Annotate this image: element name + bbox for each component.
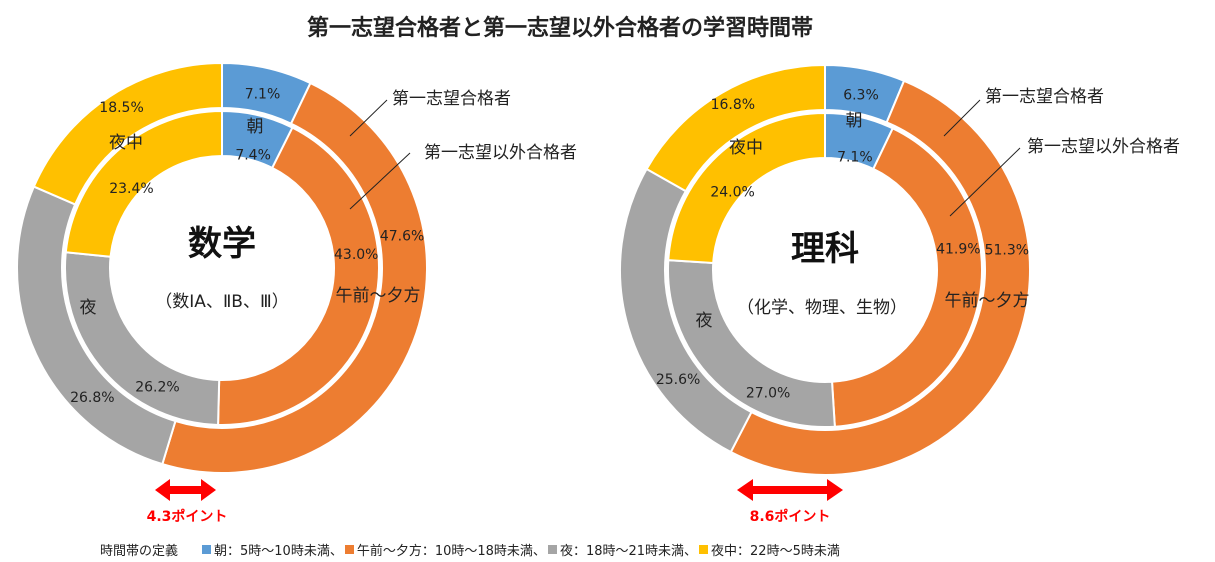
legend-swatch-daytime bbox=[344, 545, 354, 554]
legend-item-morning: 朝：5時〜10時未満、 bbox=[214, 544, 343, 559]
inner-slice-midnight bbox=[667, 111, 826, 265]
science-inner-leader bbox=[949, 147, 1021, 217]
outer-pct-label-midnight: 18.5% bbox=[99, 100, 143, 116]
math-label-midnight: 夜中 bbox=[109, 133, 143, 153]
math-center-subtitle: （数IA、ⅡB、Ⅲ） bbox=[155, 292, 288, 312]
math-label-evening: 夜 bbox=[80, 298, 97, 318]
inner-slice-daytime bbox=[830, 127, 983, 428]
inner-slice-daytime bbox=[217, 126, 380, 426]
outer-slice-midnight bbox=[645, 63, 826, 193]
science-inner-series-label: 第一志望以外合格者 bbox=[1027, 137, 1180, 157]
science-center-subtitle: （化学、物理、生物） bbox=[737, 298, 907, 318]
inner-pct-label-midnight: 23.4% bbox=[109, 181, 153, 197]
outer-slice-daytime bbox=[729, 79, 1031, 476]
inner-pct-label-daytime: 41.9% bbox=[936, 242, 980, 258]
science-outer-leader bbox=[943, 99, 981, 137]
science-outer-series-label: 第一志望合格者 bbox=[985, 87, 1104, 107]
science-label-daytime: 午前〜夕方 bbox=[945, 291, 1030, 311]
science-label-midnight: 夜中 bbox=[729, 138, 763, 158]
legend: 時間帯の定義 朝：5時〜10時未満、 午前〜夕方：10時〜18時未満、 夜：18… bbox=[100, 540, 840, 559]
inner-pct-label-midnight: 24.0% bbox=[710, 185, 754, 201]
legend-item-evening: 夜：18時〜21時未満、 bbox=[559, 544, 698, 559]
outer-pct-label-morning: 7.1% bbox=[245, 87, 281, 103]
math-label-morning: 朝 bbox=[247, 117, 264, 137]
outer-pct-label-morning: 6.3% bbox=[843, 88, 879, 104]
math-inner-series-label: 第一志望以外合格者 bbox=[424, 143, 577, 163]
math-inner-leader bbox=[349, 152, 411, 210]
legend-swatch-evening bbox=[547, 545, 557, 554]
science-difference-label: 8.6ポイント bbox=[750, 508, 831, 525]
chart-title: 第一志望合格者と第一志望以外合格者の学習時間帯 bbox=[306, 16, 813, 41]
legend-swatch-midnight bbox=[699, 545, 709, 554]
legend-item-daytime: 午前〜夕方：10時〜18時未満、 bbox=[356, 544, 546, 559]
math-outer-leader bbox=[349, 99, 388, 137]
legend-item-midnight: 夜中：22時〜5時未満 bbox=[711, 544, 840, 559]
math-label-daytime: 午前〜夕方 bbox=[336, 286, 421, 306]
inner-pct-label-evening: 26.2% bbox=[135, 380, 179, 396]
legend-heading: 時間帯の定義 bbox=[100, 544, 179, 559]
donut-math: 7.1% 47.6% 26.8% 18.5% 7.4% 43.0% 26.2% 23.4% bbox=[16, 61, 428, 474]
science-difference-arrow bbox=[737, 479, 843, 501]
donut-science: 6.3% 51.3% 25.6% 16.8% 7.1% 41.9% 27.0% 24.0% bbox=[619, 63, 1031, 476]
outer-pct-label-daytime: 51.3% bbox=[985, 242, 1029, 258]
inner-pct-label-evening: 27.0% bbox=[746, 385, 790, 401]
outer-pct-label-evening: 25.6% bbox=[656, 372, 700, 388]
inner-pct-label-morning: 7.4% bbox=[235, 148, 271, 164]
math-difference-label: 4.3ポイント bbox=[147, 508, 228, 525]
outer-slice-midnight bbox=[32, 61, 223, 206]
inner-pct-label-daytime: 43.0% bbox=[334, 247, 378, 263]
outer-pct-label-daytime: 47.6% bbox=[380, 228, 424, 244]
outer-pct-label-midnight: 16.8% bbox=[711, 97, 755, 113]
science-label-morning: 朝 bbox=[846, 111, 863, 131]
outer-pct-label-evening: 26.8% bbox=[70, 390, 114, 406]
inner-slice-midnight bbox=[64, 109, 223, 258]
legend-swatch-morning bbox=[202, 545, 212, 554]
math-center-title: 数学 bbox=[188, 224, 256, 264]
outer-slice-daytime bbox=[161, 81, 428, 474]
inner-pct-label-morning: 7.1% bbox=[837, 149, 873, 165]
math-difference-arrow bbox=[155, 479, 216, 501]
science-center-title: 理科 bbox=[791, 229, 859, 269]
science-label-evening: 夜 bbox=[696, 311, 713, 331]
math-outer-series-label: 第一志望合格者 bbox=[392, 89, 511, 109]
